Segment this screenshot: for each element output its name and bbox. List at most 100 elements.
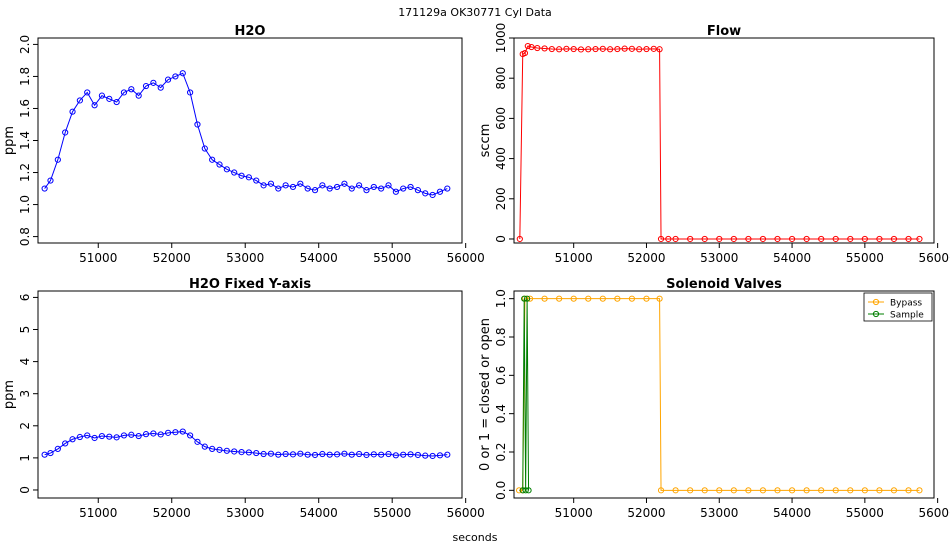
data-point xyxy=(84,89,91,96)
data-point xyxy=(319,450,326,458)
data-point xyxy=(385,450,392,458)
data-point xyxy=(436,188,444,195)
data-point xyxy=(150,79,157,86)
plot-frame xyxy=(37,290,463,499)
y-tick-label: 0.2 xyxy=(494,442,508,461)
data-point xyxy=(311,187,319,194)
data-point xyxy=(54,445,61,452)
data-point xyxy=(69,436,76,443)
data-point xyxy=(414,187,422,194)
data-point xyxy=(253,177,260,184)
data-point xyxy=(522,487,529,494)
data-point xyxy=(444,451,451,458)
data-point xyxy=(231,448,238,455)
x-tick-label: 52000 xyxy=(153,251,191,265)
y-tick-label: 1 xyxy=(18,454,32,462)
legend: Bypass Sample xyxy=(863,292,933,322)
data-point xyxy=(422,190,429,197)
data-point xyxy=(774,487,781,494)
data-point xyxy=(400,185,407,192)
x-tick-label: 55000 xyxy=(846,506,884,520)
data-point xyxy=(319,182,326,189)
data-point xyxy=(267,450,275,457)
x-tick-label: 55000 xyxy=(846,251,884,265)
chart-title: Solenoid Valves xyxy=(666,277,782,292)
data-point xyxy=(150,430,157,437)
data-point xyxy=(628,45,636,52)
data-point xyxy=(282,450,289,458)
data-point xyxy=(326,185,333,192)
x-tick-label: 52000 xyxy=(627,506,665,520)
data-point xyxy=(135,432,142,440)
y-tick-label: 0.8 xyxy=(18,227,32,246)
data-point xyxy=(106,433,113,440)
data-point xyxy=(157,84,164,91)
data-point xyxy=(378,451,385,458)
data-point xyxy=(69,108,76,115)
data-point xyxy=(333,451,341,458)
data-point xyxy=(916,487,923,494)
figure-header: 171129a OK30771 Cyl Data xyxy=(398,6,552,19)
data-point xyxy=(847,235,854,243)
y-axis-label: sccm xyxy=(478,124,493,158)
data-point xyxy=(861,487,868,494)
x-tick-label: 52000 xyxy=(627,251,665,265)
data-point xyxy=(172,429,179,436)
data-point xyxy=(528,43,535,51)
data-point xyxy=(209,156,216,163)
data-point xyxy=(563,45,570,52)
data-point xyxy=(556,295,563,302)
y-tick-label: 1.4 xyxy=(18,131,32,150)
data-point xyxy=(348,451,355,458)
y-axis-label: ppm xyxy=(2,126,17,155)
data-point xyxy=(238,449,245,456)
data-point xyxy=(91,102,98,109)
data-point xyxy=(297,450,304,457)
data-point xyxy=(614,45,621,53)
data-point xyxy=(253,449,260,457)
data-point xyxy=(643,45,650,53)
data-point xyxy=(759,235,767,243)
y-tick-label: 2 xyxy=(18,422,32,430)
legend-box xyxy=(863,292,933,322)
data-point xyxy=(370,451,377,458)
y-tick-label: 4 xyxy=(18,358,32,366)
x-tick-label: 54000 xyxy=(773,506,811,520)
data-point xyxy=(304,185,311,192)
data-point xyxy=(201,145,208,152)
data-point xyxy=(76,97,83,104)
data-point xyxy=(341,450,348,457)
data-point xyxy=(636,46,643,53)
series-line xyxy=(44,72,448,196)
data-point xyxy=(541,295,548,302)
series-line xyxy=(522,298,530,491)
data-point xyxy=(348,185,355,192)
data-point xyxy=(701,487,708,494)
data-point xyxy=(524,295,531,302)
data-point xyxy=(216,161,223,168)
data-point xyxy=(656,46,663,53)
data-point xyxy=(41,451,48,458)
data-point xyxy=(400,451,407,458)
data-point xyxy=(570,45,577,53)
data-point xyxy=(803,235,810,243)
plot-frame xyxy=(513,290,935,499)
y-axis-label: ppm xyxy=(2,380,17,409)
x-tick-label: 51000 xyxy=(79,506,117,520)
plot-frame xyxy=(513,37,935,244)
series-0 xyxy=(41,428,451,460)
data-point xyxy=(142,82,150,90)
data-point xyxy=(788,487,796,494)
data-point xyxy=(245,449,252,456)
data-point xyxy=(628,295,636,302)
data-point xyxy=(541,45,548,52)
data-point xyxy=(223,166,230,173)
data-point xyxy=(656,295,663,302)
data-point xyxy=(614,295,621,302)
data-point xyxy=(716,487,723,494)
data-point xyxy=(98,432,106,440)
x-tick-label: 56000 xyxy=(919,251,950,265)
data-point xyxy=(548,45,555,53)
y-tick-label: 1.0 xyxy=(494,289,508,308)
data-point xyxy=(194,121,201,128)
